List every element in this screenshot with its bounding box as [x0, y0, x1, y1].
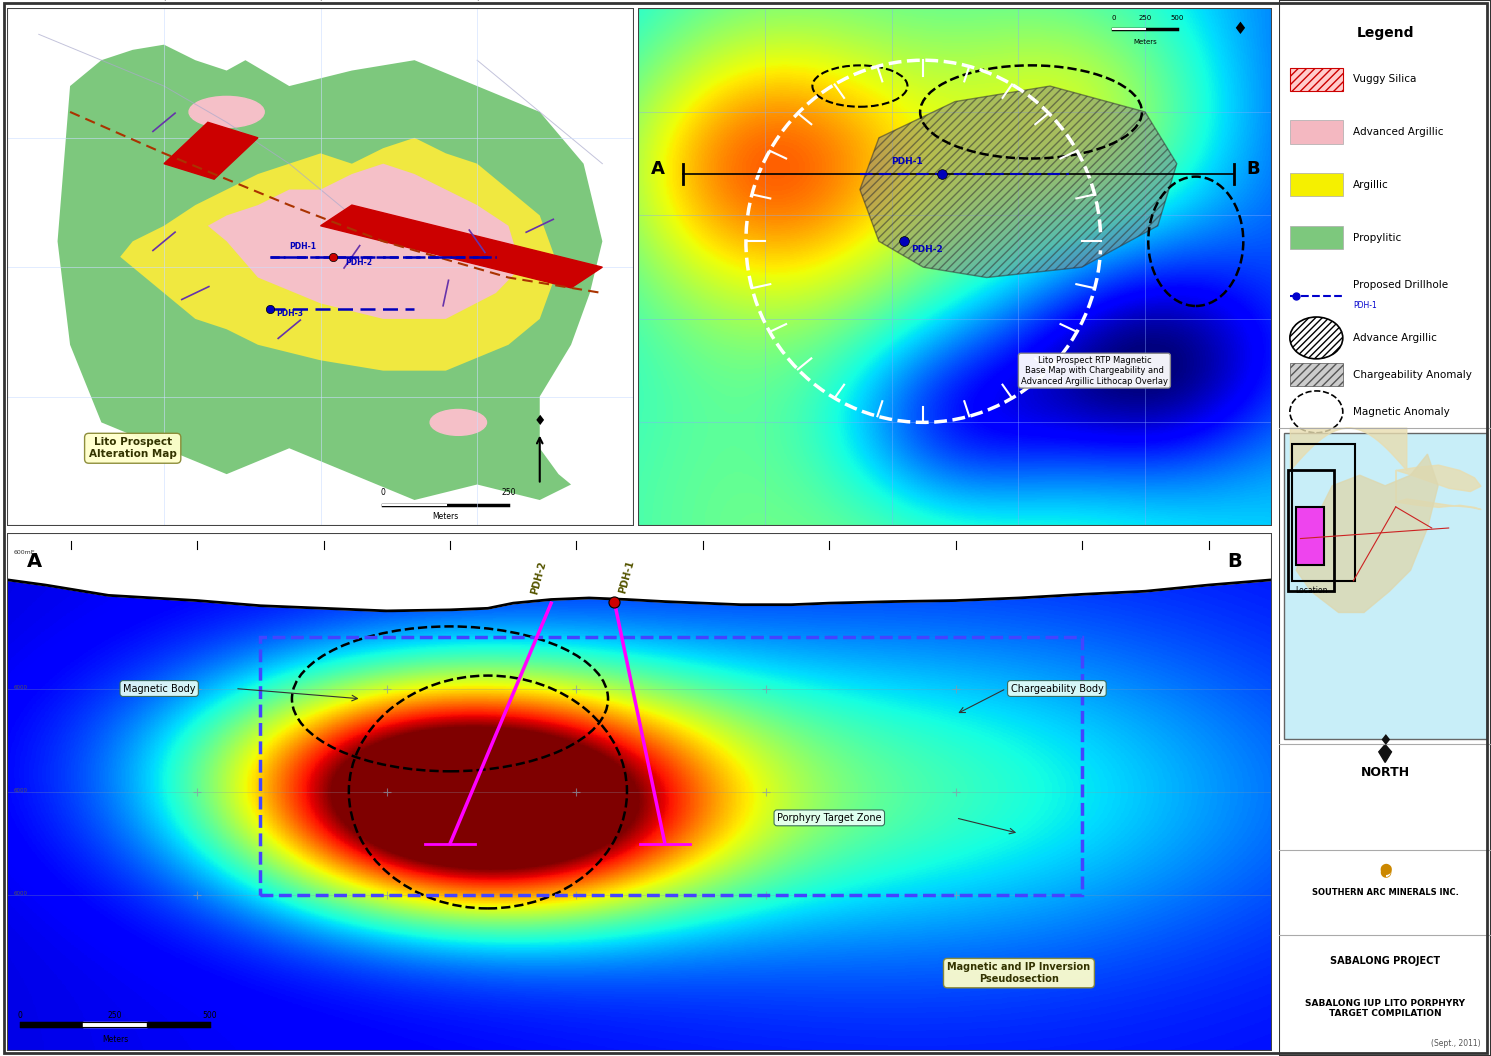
- Text: 6000: 6000: [13, 891, 28, 897]
- Text: ♦: ♦: [1378, 733, 1393, 748]
- Text: 6000: 6000: [13, 788, 28, 793]
- Text: Porphyry Target Zone: Porphyry Target Zone: [777, 813, 881, 823]
- Text: 500: 500: [203, 1011, 218, 1020]
- Bar: [1296, 507, 1324, 565]
- Text: 600mE: 600mE: [13, 550, 36, 555]
- Polygon shape: [207, 164, 520, 319]
- Text: Advance Argillic: Advance Argillic: [1354, 333, 1437, 343]
- Text: Chargeability Body: Chargeability Body: [1011, 683, 1103, 694]
- Text: (Sept., 2011): (Sept., 2011): [1431, 1038, 1481, 1048]
- Text: Magnetic Body: Magnetic Body: [122, 683, 195, 694]
- Text: 6000: 6000: [13, 684, 28, 690]
- Polygon shape: [1379, 744, 1391, 762]
- Text: PDH-2: PDH-2: [346, 258, 373, 266]
- Text: 0: 0: [380, 489, 386, 497]
- Polygon shape: [321, 205, 602, 288]
- Bar: [1284, 433, 1487, 739]
- Ellipse shape: [189, 96, 264, 128]
- Text: 250: 250: [1139, 16, 1151, 21]
- Text: Meters: Meters: [101, 1035, 128, 1044]
- Text: 250: 250: [501, 489, 516, 497]
- Text: Magnetic and IP Inversion
Pseudosection: Magnetic and IP Inversion Pseudosection: [947, 962, 1090, 984]
- Bar: [261, 637, 1082, 895]
- Text: SOUTHERN ARC MINERALS INC.: SOUTHERN ARC MINERALS INC.: [1312, 888, 1458, 897]
- Text: Proposed Drillhole: Proposed Drillhole: [1354, 280, 1448, 290]
- Bar: [1288, 470, 1334, 591]
- Text: Magnetic Anomaly: Magnetic Anomaly: [1354, 407, 1451, 417]
- Text: ♦: ♦: [534, 414, 546, 428]
- Bar: [1290, 68, 1343, 91]
- Text: PDH-2: PDH-2: [911, 245, 942, 253]
- Text: Vuggy Silica: Vuggy Silica: [1354, 74, 1416, 84]
- Text: 500: 500: [1170, 16, 1184, 21]
- Text: Meters: Meters: [1133, 39, 1157, 45]
- Text: PDH-1: PDH-1: [617, 559, 637, 595]
- Polygon shape: [58, 44, 602, 501]
- Text: ⬤: ⬤: [1379, 864, 1391, 874]
- Ellipse shape: [429, 410, 486, 435]
- Text: SABALONG PROJECT: SABALONG PROJECT: [1330, 956, 1440, 966]
- Text: Argillic: Argillic: [1354, 180, 1390, 190]
- Text: Advanced Argillic: Advanced Argillic: [1354, 127, 1443, 137]
- Text: Meters: Meters: [432, 512, 459, 521]
- Text: NORTH: NORTH: [1361, 767, 1409, 779]
- Text: 0: 0: [1111, 16, 1115, 21]
- Text: PDH-3: PDH-3: [277, 309, 304, 318]
- Text: SABALONG IUP LITO PORPHYRY
TARGET COMPILATION: SABALONG IUP LITO PORPHYRY TARGET COMPIL…: [1305, 999, 1466, 1018]
- Text: PDH-1: PDH-1: [1354, 301, 1378, 310]
- Polygon shape: [1296, 454, 1437, 612]
- Text: Lito Prospect RTP Magnetic
Base Map with Chargeability and
Advanced Argillic Lit: Lito Prospect RTP Magnetic Base Map with…: [1021, 356, 1167, 385]
- Text: B: B: [1246, 161, 1260, 178]
- Text: A: A: [650, 161, 665, 178]
- Polygon shape: [121, 137, 559, 371]
- Bar: [1290, 120, 1343, 144]
- Text: Lito Prospect
Alteration Map: Lito Prospect Alteration Map: [89, 437, 176, 459]
- Bar: [1293, 444, 1355, 581]
- Text: B: B: [1227, 552, 1242, 571]
- Bar: [1290, 173, 1343, 196]
- Text: Legend: Legend: [1357, 26, 1413, 40]
- Text: ♦: ♦: [1233, 20, 1248, 38]
- Text: 250: 250: [107, 1011, 122, 1020]
- Text: Location: Location: [1294, 586, 1327, 596]
- Bar: [1290, 363, 1343, 386]
- Text: ◐: ◐: [1379, 864, 1391, 879]
- Text: PDH-1: PDH-1: [892, 156, 923, 166]
- Text: Propylitic: Propylitic: [1354, 232, 1402, 243]
- Text: PDH-1: PDH-1: [289, 242, 316, 251]
- Text: PDH-2: PDH-2: [529, 561, 547, 596]
- Polygon shape: [860, 87, 1176, 278]
- Text: Chargeability Anomaly: Chargeability Anomaly: [1354, 370, 1472, 380]
- Text: 0: 0: [18, 1011, 22, 1020]
- Polygon shape: [164, 122, 258, 180]
- Bar: [1290, 226, 1343, 249]
- Text: A: A: [27, 552, 42, 571]
